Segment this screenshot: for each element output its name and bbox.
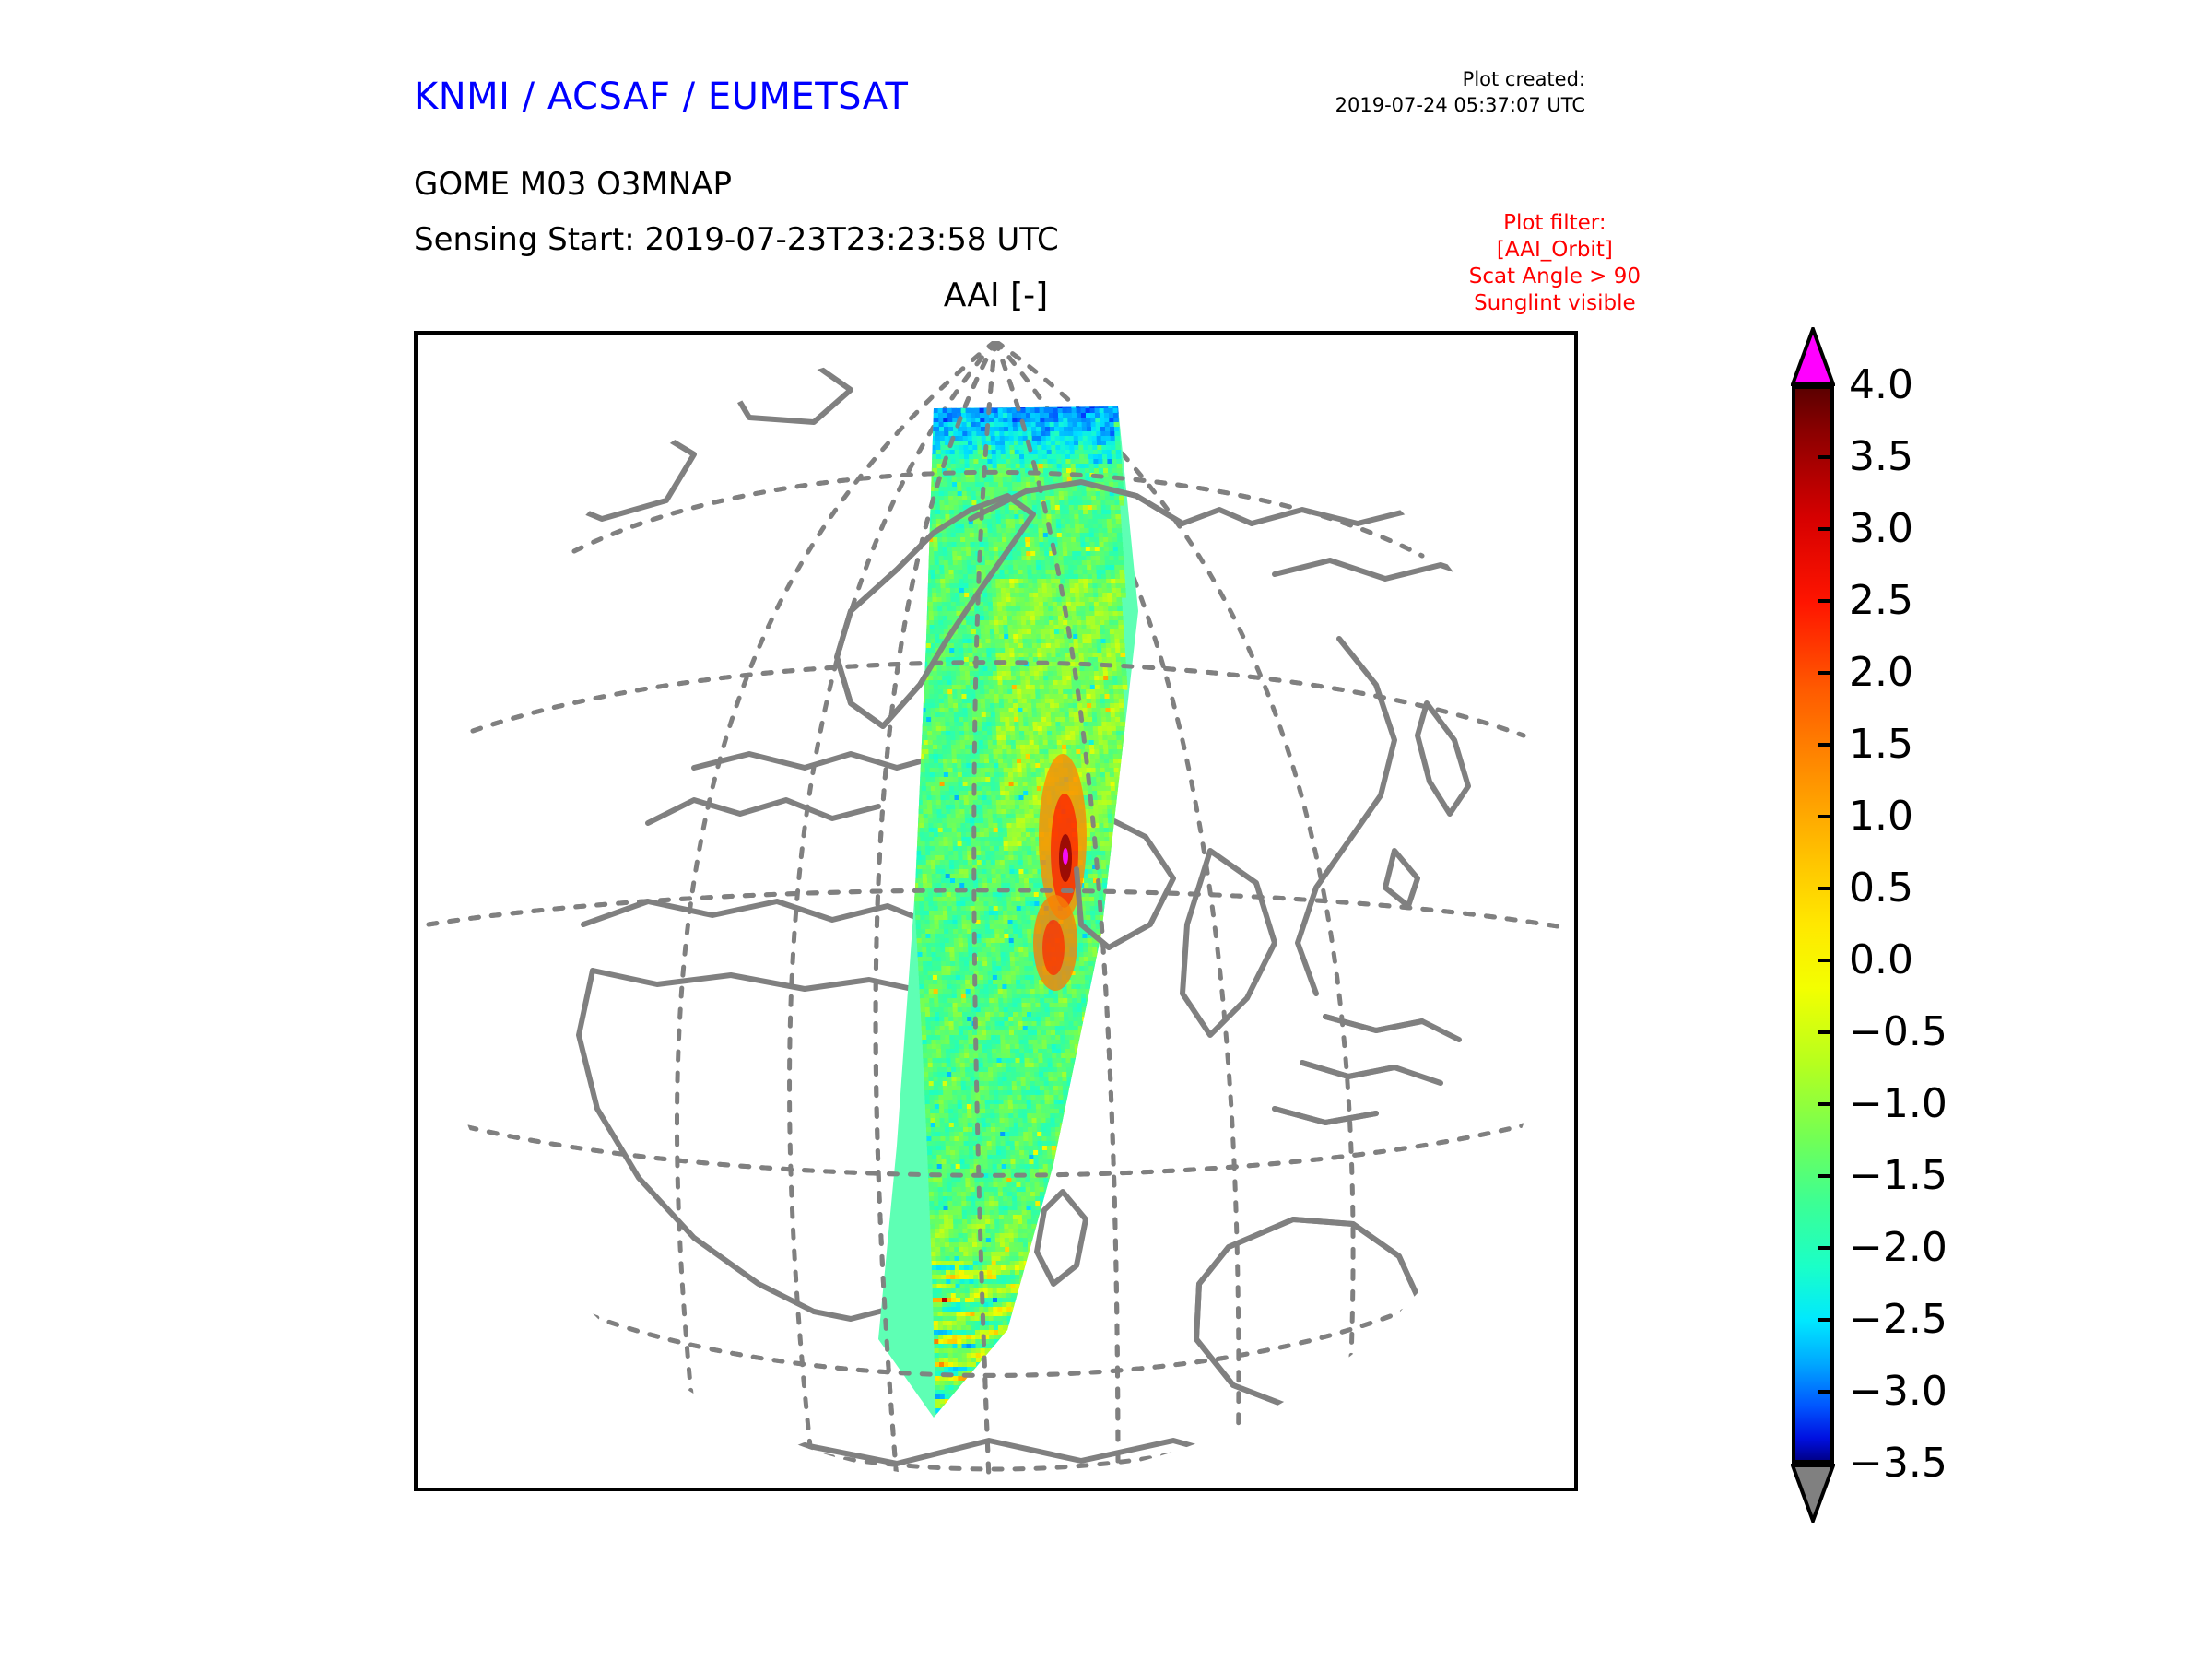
colorbar-tick-label: 3.0	[1849, 505, 1913, 552]
colorbar-tick	[1818, 887, 1834, 890]
colorbar-tick-label: −3.0	[1849, 1368, 1947, 1415]
colorbar-tick	[1818, 1174, 1834, 1178]
colorbar-tick	[1818, 599, 1834, 603]
colorbar-tick	[1818, 527, 1834, 531]
colorbar-tick-label: −0.5	[1849, 1008, 1947, 1055]
colorbar-tick-label: 1.5	[1849, 721, 1913, 768]
colorbar-tick	[1818, 1318, 1834, 1322]
colorbar-tick-label: −2.5	[1849, 1296, 1947, 1343]
plot-filter-block: Plot filter: [AAI_Orbit] Scat Angle > 90…	[1469, 210, 1641, 317]
colorbar[interactable]: 4.0 3.5 3.0 2.5 2.0 1.5 1.0 0.5 0.0 −0.5 −1.0 −1.5 −…	[1791, 327, 2031, 1523]
colorbar-tick	[1818, 455, 1834, 459]
aerosol-plume	[1033, 754, 1087, 991]
colorbar-tick-label: 2.0	[1849, 649, 1913, 696]
plot-created-value: 2019-07-24 05:37:07 UTC	[1335, 94, 1585, 116]
plot-filter-sunglint: Sunglint visible	[1474, 291, 1636, 315]
colorbar-tick-label: 4.0	[1849, 361, 1913, 408]
colorbar-tick-label: 0.0	[1849, 936, 1913, 983]
organisation-title: KNMI / ACSAF / EUMETSAT	[414, 76, 909, 118]
colorbar-tick-label: 2.5	[1849, 577, 1913, 624]
colorbar-tick	[1818, 1390, 1834, 1394]
colorbar-tick-label: 3.5	[1849, 433, 1913, 480]
plot-created-label: Plot created:	[1462, 68, 1585, 90]
colorbar-tick-label: −1.0	[1849, 1080, 1947, 1127]
colorbar-tick	[1818, 671, 1834, 675]
colorbar-tick-label: −1.5	[1849, 1152, 1947, 1199]
colorbar-tick	[1818, 1030, 1834, 1034]
colorbar-tick-label: 1.0	[1849, 793, 1913, 840]
colorbar-tick	[1818, 815, 1834, 818]
map-graphics	[426, 341, 1565, 1480]
colorbar-tick-label: 0.5	[1849, 865, 1913, 912]
axes-title: AAI [-]	[943, 276, 1049, 314]
map-canvas	[418, 335, 1574, 1488]
colorbar-tick-label: −3.5	[1849, 1440, 1947, 1487]
colorbar-tick	[1818, 1102, 1834, 1106]
product-title: GOME M03 O3MNAP	[414, 166, 733, 203]
map-plot-area[interactable]	[414, 331, 1578, 1491]
plot-created-block: Plot created: 2019-07-24 05:37:07 UTC	[1335, 66, 1585, 118]
plot-filter-name: [AAI_Orbit]	[1496, 238, 1613, 262]
colorbar-tick-label: −2.0	[1849, 1224, 1947, 1271]
coastlines-overlay	[834, 479, 1425, 1411]
colorbar-over-range-arrow	[1791, 327, 1835, 386]
colorbar-tick	[1818, 743, 1834, 747]
colorbar-tick	[1818, 1246, 1834, 1250]
colorbar-under-range-arrow	[1791, 1464, 1835, 1523]
graticule-overlay	[426, 341, 1565, 1480]
sensing-start-label: Sensing Start: 2019-07-23T23:23:58 UTC	[414, 221, 1059, 258]
plot-filter-scat-angle: Scat Angle > 90	[1468, 265, 1641, 288]
plot-filter-label: Plot filter:	[1503, 211, 1606, 235]
colorbar-gradient	[1792, 385, 1834, 1464]
colorbar-tick	[1818, 959, 1834, 962]
